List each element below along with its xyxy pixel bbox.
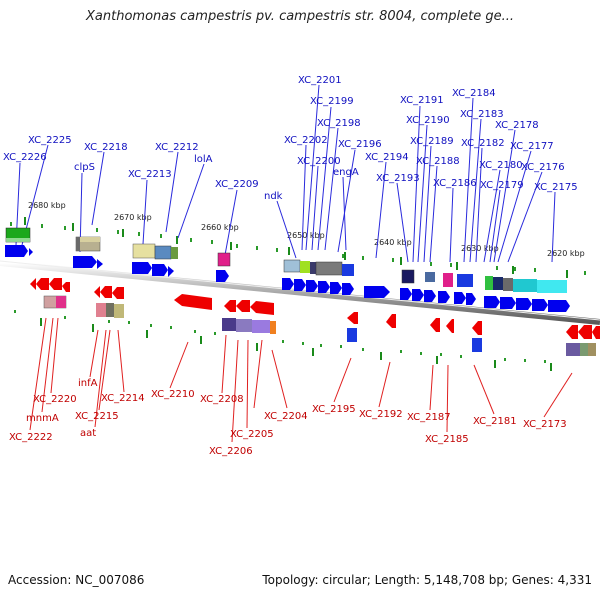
gene-label-XC_2209[interactable]: XC_2209 bbox=[215, 179, 259, 190]
gene-label-XC_2195[interactable]: XC_2195 bbox=[312, 404, 356, 415]
gene-label-XC_2186[interactable]: XC_2186 bbox=[433, 178, 477, 189]
gene-label-XC_2212[interactable]: XC_2212 bbox=[155, 142, 199, 153]
gene-label-XC_2204[interactable]: XC_2204 bbox=[264, 411, 308, 422]
gene-label-XC_2201[interactable]: XC_2201 bbox=[298, 75, 342, 86]
gene-label-infA[interactable]: infA bbox=[78, 378, 98, 389]
gene-label-XC_2194[interactable]: XC_2194 bbox=[365, 152, 409, 163]
gene-label-XC_2182[interactable]: XC_2182 bbox=[461, 138, 505, 149]
genome-summary-text: Topology: circular; Length: 5,148,708 bp… bbox=[262, 573, 592, 587]
gene-label-XC_2196[interactable]: XC_2196 bbox=[338, 139, 382, 150]
gene-label-XC_2199[interactable]: XC_2199 bbox=[310, 96, 354, 107]
bottom-leader-lines bbox=[29, 317, 573, 443]
gene-label-XC_2220[interactable]: XC_2220 bbox=[33, 394, 77, 405]
tick-label-2630: 2630 kbp bbox=[461, 244, 499, 253]
gene-label-XC_2189[interactable]: XC_2189 bbox=[410, 136, 454, 147]
gene-label-XC_2191[interactable]: XC_2191 bbox=[400, 95, 444, 106]
gene-label-lolA[interactable]: lolA bbox=[194, 154, 213, 165]
gene-label-XC_2177[interactable]: XC_2177 bbox=[510, 141, 554, 152]
gene-label-XC_2184[interactable]: XC_2184 bbox=[452, 88, 496, 99]
gene-label-ndk[interactable]: ndk bbox=[264, 191, 283, 202]
gene-label-XC_2205[interactable]: XC_2205 bbox=[230, 429, 274, 440]
gene-label-clpS[interactable]: clpS bbox=[74, 162, 95, 173]
gene-label-XC_2180[interactable]: XC_2180 bbox=[479, 160, 523, 171]
reverse-genes bbox=[30, 278, 600, 356]
gene-label-XC_2193[interactable]: XC_2193 bbox=[376, 173, 420, 184]
gene-label-XC_2226[interactable]: XC_2226 bbox=[3, 152, 47, 163]
gene-label-XC_2218[interactable]: XC_2218 bbox=[84, 142, 128, 153]
tick-label-2640: 2640 kbp bbox=[374, 238, 412, 247]
gene-label-XC_2173[interactable]: XC_2173 bbox=[523, 419, 567, 430]
gene-label-XC_2202[interactable]: XC_2202 bbox=[284, 135, 328, 146]
gene-label-XC_2178[interactable]: XC_2178 bbox=[495, 120, 539, 131]
gene-label-XC_2206[interactable]: XC_2206 bbox=[209, 446, 253, 457]
gene-label-XC_2210[interactable]: XC_2210 bbox=[151, 389, 195, 400]
gene-label-aat[interactable]: aat bbox=[80, 428, 96, 439]
gene-label-XC_2198[interactable]: XC_2198 bbox=[317, 118, 361, 129]
gene-label-XC_2179[interactable]: XC_2179 bbox=[480, 180, 524, 191]
tick-label-2670: 2670 kbp bbox=[114, 213, 152, 222]
gene-label-XC_2187[interactable]: XC_2187 bbox=[407, 412, 451, 423]
gene-label-engA[interactable]: engA bbox=[333, 167, 359, 178]
gene-label-XC_2183[interactable]: XC_2183 bbox=[460, 109, 504, 120]
gene-label-XC_2181[interactable]: XC_2181 bbox=[473, 416, 517, 427]
tick-label-2620: 2620 kbp bbox=[547, 249, 585, 258]
gene-label-XC_2222[interactable]: XC_2222 bbox=[9, 432, 53, 443]
tick-label-2680: 2680 kbp bbox=[28, 201, 66, 210]
minor-ticks-bottom bbox=[14, 310, 546, 363]
gene-label-XC_2185[interactable]: XC_2185 bbox=[425, 434, 469, 445]
forward-genes bbox=[5, 227, 570, 312]
genome-backbone bbox=[0, 260, 600, 325]
gene-label-XC_2176[interactable]: XC_2176 bbox=[521, 162, 565, 173]
accession-text: Accession: NC_007086 bbox=[8, 573, 145, 587]
map-title: Xanthomonas campestris pv. campestris st… bbox=[86, 9, 514, 24]
gene-label-XC_2190[interactable]: XC_2190 bbox=[406, 115, 450, 126]
minor-ticks-top bbox=[10, 222, 586, 275]
top-leader-lines bbox=[15, 84, 556, 263]
tick-label-2660: 2660 kbp bbox=[201, 223, 239, 232]
tick-label-2650: 2650 kbp bbox=[287, 231, 325, 240]
gene-label-XC_2215[interactable]: XC_2215 bbox=[75, 411, 119, 422]
gene-label-XC_2214[interactable]: XC_2214 bbox=[101, 393, 145, 404]
gene-label-XC_2225[interactable]: XC_2225 bbox=[28, 135, 72, 146]
gene-label-XC_2208[interactable]: XC_2208 bbox=[200, 394, 244, 405]
gene-label-XC_2192[interactable]: XC_2192 bbox=[359, 409, 403, 420]
gene-label-XC_2213[interactable]: XC_2213 bbox=[128, 169, 172, 180]
gene-label-XC_2175[interactable]: XC_2175 bbox=[534, 182, 578, 193]
major-ticks bbox=[24, 217, 568, 371]
gene-label-mnmA[interactable]: mnmA bbox=[26, 413, 59, 424]
gene-label-XC_2200[interactable]: XC_2200 bbox=[297, 156, 341, 167]
gene-label-XC_2188[interactable]: XC_2188 bbox=[416, 156, 460, 167]
